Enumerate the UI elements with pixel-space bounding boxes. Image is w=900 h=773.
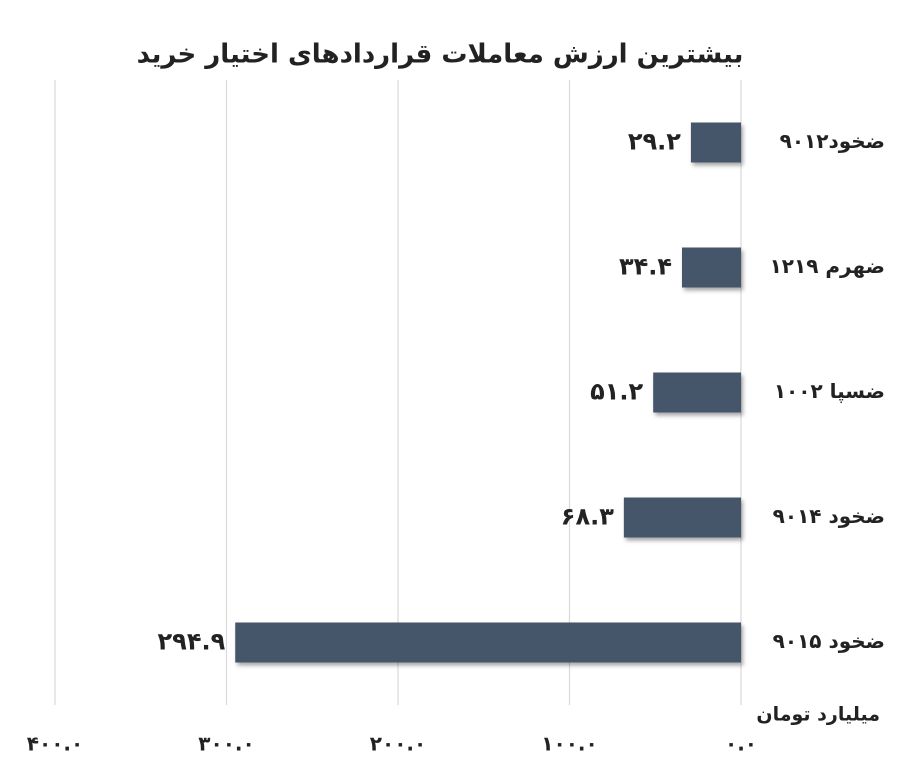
y-tick-label: ضخود ۹۰۱۵ — [773, 629, 885, 653]
chart-title: بیشترین ارزش معاملات قراردادهای اختیار خ… — [137, 40, 744, 70]
x-axis-label: میلیارد تومان — [756, 704, 880, 726]
value-label: ۲۹.۲ — [628, 128, 681, 156]
y-tick-label: ضخود ۹۰۱۴ — [773, 504, 885, 528]
y-tick-label: ضسپا ۱۰۰۲ — [774, 379, 885, 404]
bar — [653, 372, 741, 413]
bar — [235, 622, 741, 663]
x-tick-label: ۰.۰ — [725, 732, 757, 756]
value-label: ۶۸.۳ — [561, 503, 614, 531]
bar — [623, 497, 741, 538]
bar — [690, 122, 741, 163]
x-tick-label: ۱۰۰.۰ — [541, 732, 597, 756]
value-label: ۲۹۴.۹ — [158, 628, 226, 656]
value-label: ۳۴.۴ — [619, 253, 672, 281]
y-tick-label: ضهرم ۱۲۱۹ — [770, 254, 885, 278]
x-tick-label: ۳۰۰.۰ — [198, 732, 254, 756]
y-tick-label: ضخود۹۰۱۲ — [780, 129, 885, 153]
bar — [682, 247, 741, 288]
x-tick-label: ۴۰۰.۰ — [27, 732, 83, 756]
value-label: ۵۱.۲ — [590, 378, 643, 406]
x-tick-label: ۲۰۰.۰ — [370, 732, 426, 756]
